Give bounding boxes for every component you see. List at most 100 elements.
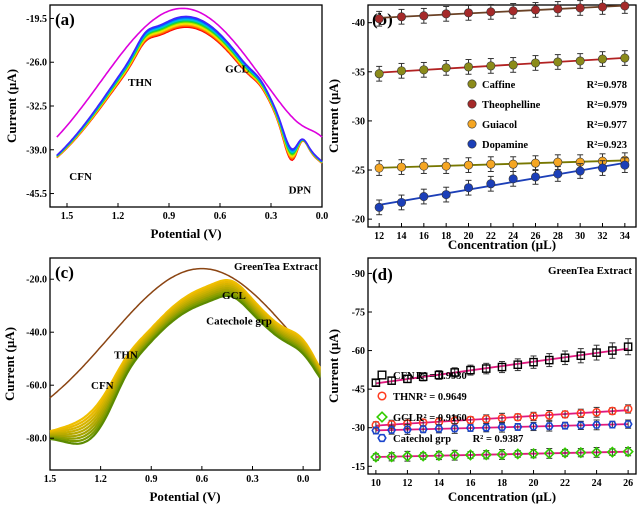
panel-d-point [450,368,460,377]
panel-c-title: GreenTea Extract [234,261,318,273]
panel-c-curve [49,279,321,433]
panel-b-point [575,166,585,176]
panel-d-point [512,448,524,460]
panel-b-point [396,162,406,172]
panel-b-xtick-label: 32 [598,231,608,242]
panel-b-xtick-label: 28 [553,231,563,242]
panel-d-point [403,374,412,384]
panel-a-ytick-label: -45.5 [26,189,47,200]
panel-b-point [553,169,563,179]
panel-b-legend-marker [467,79,477,89]
panel-d-ylabel: Current (µA) [326,329,341,403]
panel-c-xtick-label: 0.3 [246,474,259,485]
panel-d-xtick-label: 26 [623,478,633,489]
panel-a-curve [56,24,323,164]
panel-d-point [544,422,554,431]
panel-d-xlabel: Concentration (µL) [448,489,556,504]
panel-a-curve [56,23,323,164]
panel-c-curve [49,288,321,438]
panel-b-ytick-label: -20 [352,215,365,226]
panel-b-legend-r2: R²=0.979 [587,100,627,111]
panel-b-ylabel: Current (µA) [326,79,341,153]
panel-d-point [496,448,508,461]
panel-d-ytick-label: -90 [352,269,365,280]
panel-d-ticks: 10 12 14 16 18 20 22 24 26 -15 -30 -45 -60 -75 -90 [352,269,633,489]
panel-b-xtick-label: 30 [575,231,585,242]
panel-a-xtick-label: 0.9 [163,211,176,222]
panel-d-point [497,413,507,423]
panel-d-point [576,408,586,418]
panel-d-xtick-label: 18 [497,478,507,489]
panel-d-point [592,348,601,357]
panel-b-xtick-label: 24 [508,231,518,242]
panel-d-point [544,411,554,420]
panel-d-series [371,419,633,435]
panel-d-point [450,424,460,433]
panel-b-xtick-label: 16 [419,231,429,242]
panel-b-legend-r2: R²=0.978 [587,80,627,91]
panel-a-label: (a) [55,10,75,29]
panel-d-point [370,451,382,463]
panel-d-point [529,357,538,367]
panel-b-point [508,159,518,169]
panel-b-point [553,57,563,67]
panel-d-xtick-label: 12 [402,478,412,489]
panel-c-ylabel: Current (µA) [2,327,17,401]
panel-c-curve [49,284,321,436]
panel-d-xtick-label: 22 [560,478,570,489]
panel-c-curve [49,286,321,437]
panel-c-curve [50,290,321,440]
panel-d-point [481,423,491,432]
panel-d-point [623,404,633,414]
panel-b-point [530,172,540,182]
panel-d-legend-marker [377,433,387,443]
panel-c-label: (c) [55,263,74,282]
panel-d-point [434,424,444,433]
panel-b-point [441,63,451,73]
panel-a-curve [56,17,323,163]
panel-d-point [371,426,381,435]
panel-d-point [465,424,476,432]
panel-c-xtick-label: 1.2 [94,474,107,485]
panel-b-point [396,12,406,22]
panel-b-series [374,157,630,216]
panel-d-legend-r2: R² = 0.9930 [416,371,467,382]
panel-b-fit-line [379,4,625,19]
panel-b-ticks: 12 14 16 18 20 22 24 26 28 30 32 34 -40 -35 -30 -25 -20 [352,18,630,242]
panel-b-point [374,14,384,24]
panel-c: (c) GreenTea Extract 1.5 1.2 0.9 0.6 0.3 0.0 -… [2,257,321,504]
panel-a-curve [56,21,323,163]
panel-c-curve [49,267,321,399]
panel-d-point [608,346,617,355]
panel-c-curve [49,294,321,445]
panel-b-plot [374,0,630,216]
panel-b-fit-line [379,161,625,206]
panel-b-point [374,69,384,79]
panel-a-ytick-label: -39.0 [26,145,47,156]
panel-d-point [590,446,603,459]
panel-b-point [597,54,607,64]
panel-a-xtick-label: 0.6 [214,211,227,222]
panel-b-legend-marker [467,99,477,109]
panel-a-xlabel: Potential (V) [150,226,221,241]
panel-d-point [592,407,601,417]
panel-a-curve [56,15,323,162]
panel-b-series [374,50,630,82]
panel-c-curves [49,267,321,445]
panel-a-ylabel: Current (µA) [4,69,19,143]
panel-c-xlabel: Potential (V) [149,489,220,504]
panel-c-ticks: 1.5 1.2 0.9 0.6 0.3 0.0 -20.0 -40.0 -60.0 -80.0 [26,275,309,485]
panel-b-ytick-label: -30 [352,116,365,127]
panel-b-ytick-label: -40 [352,18,365,29]
panel-c-curve [49,292,321,443]
panel-d-point [448,449,461,461]
panel-b-point [575,56,585,66]
panel-c-ytick-label: -80.0 [26,434,47,445]
panel-b: (b) 121416182022242628303234-40-35-30-25… [326,0,637,252]
panel-b-point [575,3,585,13]
panel-c-annotation: CFN [91,380,114,392]
panel-a-ytick-label: -19.5 [26,14,47,25]
panel-b-frame [367,4,637,228]
panel-b-point [486,61,496,71]
